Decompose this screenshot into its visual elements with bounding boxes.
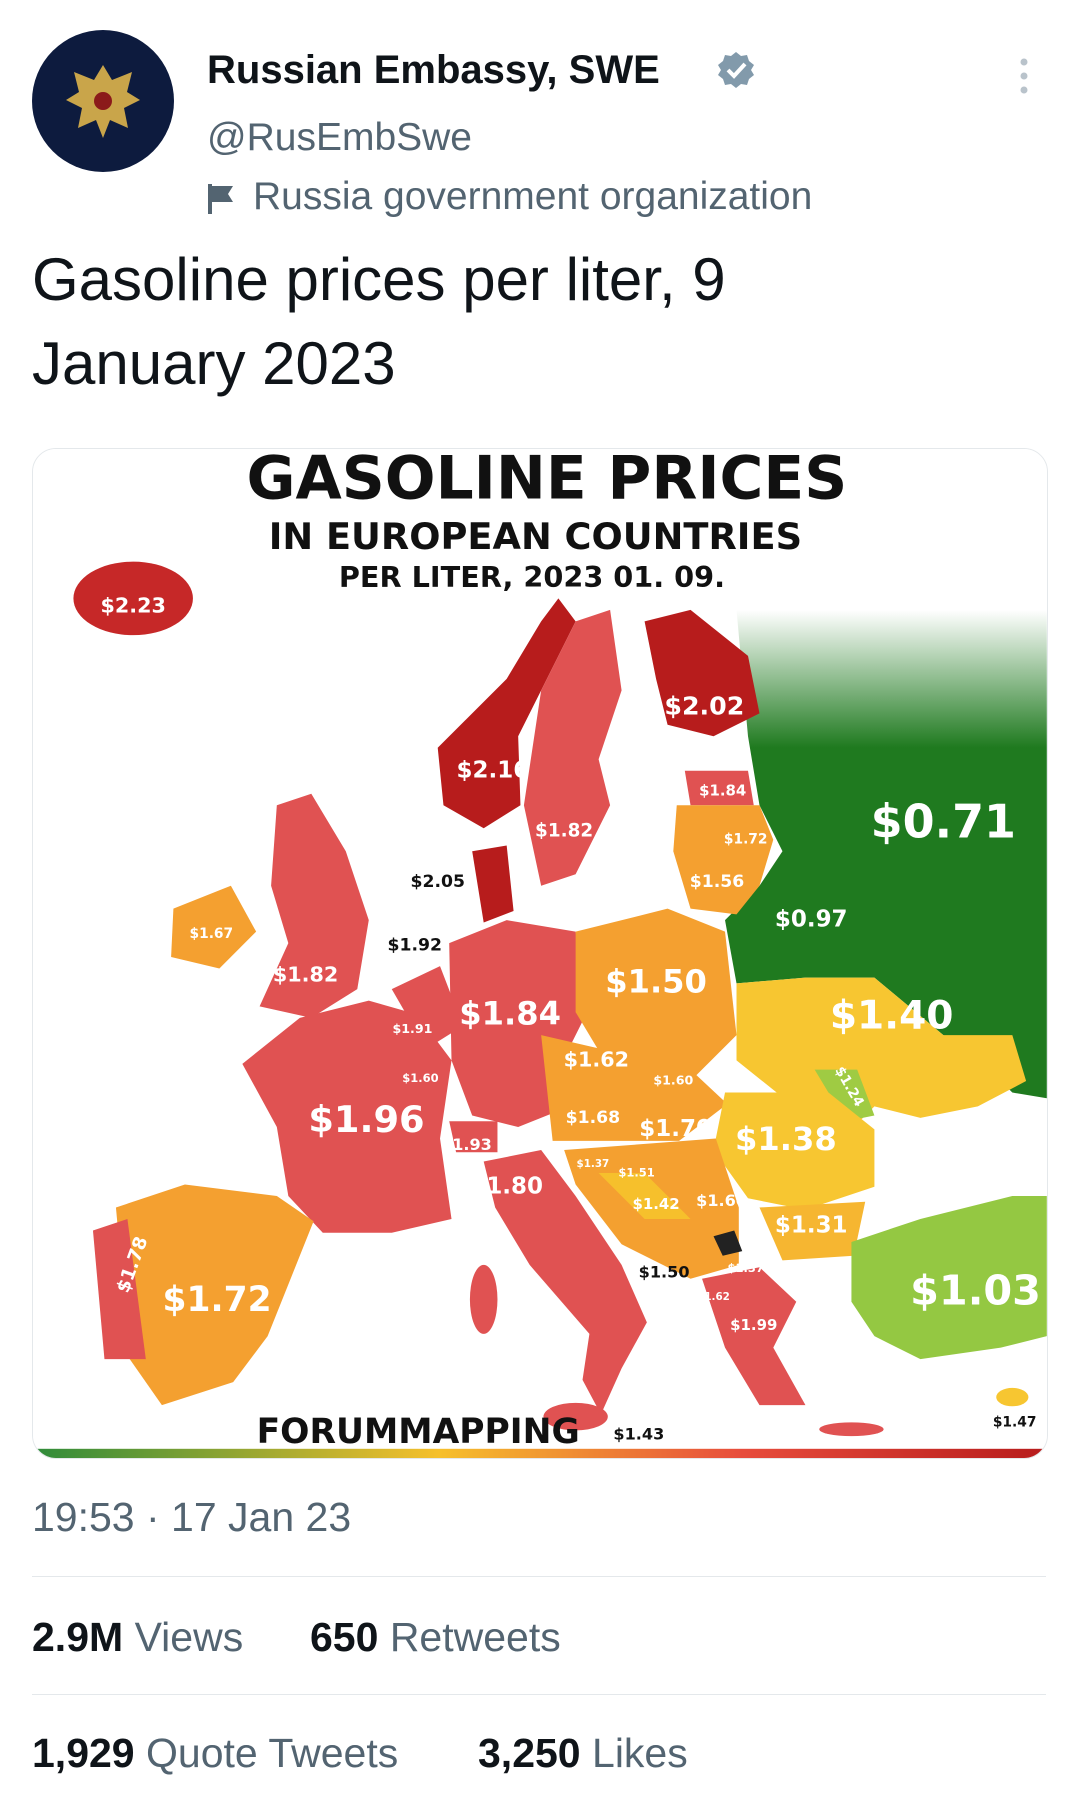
price-label: $1.70	[639, 1116, 712, 1142]
stat-text: 1,929	[32, 1730, 135, 1776]
price-label: $1.92	[388, 935, 442, 955]
price-label: $1.37	[577, 1158, 610, 1170]
account-handle[interactable]: @RusEmbSwe	[207, 116, 473, 159]
account-name[interactable]: Russian Embassy, SWE	[207, 48, 660, 92]
price-label: $1.96	[308, 1098, 424, 1141]
price-label: $1.37	[728, 1261, 764, 1275]
price-label: $1.50	[639, 1262, 690, 1281]
divider	[32, 1694, 1046, 1695]
price-label: $1.72	[724, 832, 768, 848]
price-label: $2.23	[100, 593, 165, 617]
price-label: $1.62	[697, 1291, 730, 1303]
tweet-time: 19:53 · 17 Jan 23	[32, 1494, 352, 1540]
price-label: $1.91	[392, 1021, 432, 1036]
price-label: $1.60	[402, 1071, 438, 1085]
verified-badge	[718, 52, 754, 88]
price-label: $1.68	[566, 1108, 620, 1128]
price-label: $1.80	[470, 1173, 543, 1199]
price-label: $1.50	[605, 962, 707, 1000]
quotes-stat[interactable]: 1,929 Quote Tweets	[32, 1730, 398, 1777]
price-label: $1.47	[993, 1414, 1037, 1430]
likes-stat[interactable]: 3,250 Likes	[478, 1730, 688, 1777]
divider	[32, 1576, 1046, 1577]
price-label: $1.03	[910, 1267, 1041, 1315]
map-subtitle: IN EUROPEAN COUNTRIES	[269, 515, 802, 558]
price-label: $1.56	[690, 872, 744, 892]
flag-icon	[208, 184, 233, 214]
price-label: $1.62	[564, 1047, 629, 1071]
price-label: $2.02	[664, 692, 744, 721]
price-label: $1.99	[730, 1316, 777, 1334]
price-label: $1.84	[459, 995, 561, 1033]
stat-text: Retweets	[389, 1614, 561, 1660]
map-source: FORUMMAPPING	[257, 1412, 580, 1452]
stat-text: 3,250	[478, 1730, 581, 1776]
price-label: $1.60	[696, 1191, 747, 1210]
retweets-stat[interactable]: 650 Retweets	[310, 1614, 561, 1661]
stat-text: 2.9M	[32, 1614, 124, 1660]
price-label: $0.71	[871, 794, 1016, 848]
price-label: $1.67	[190, 926, 234, 942]
price-label: $1.43	[613, 1425, 664, 1444]
stat-text: Quote Tweets	[146, 1730, 399, 1776]
map-title: GASOLINE PRICES	[247, 449, 848, 513]
price-label: $1.38	[735, 1120, 837, 1158]
price-label: $1.40	[830, 993, 954, 1038]
price-label: $2.16	[457, 757, 530, 783]
price-label: $1.84	[699, 781, 746, 799]
price-label: $1.31	[775, 1212, 848, 1238]
price-label: $1.93	[441, 1135, 492, 1154]
stat-text: Views	[134, 1614, 244, 1660]
map-date: PER LITER, 2023 01. 09.	[339, 560, 725, 594]
stat-text: 650	[310, 1614, 379, 1660]
account-label: Russia government organization	[253, 175, 813, 218]
price-label: $1.42	[632, 1195, 679, 1213]
price-label: $0.97	[775, 907, 848, 933]
views-stat: 2.9M Views	[32, 1614, 243, 1661]
price-label: $1.82	[535, 821, 593, 842]
stat-text: Likes	[592, 1730, 688, 1776]
tweet-image[interactable]: GASOLINE PRICES IN EUROPEAN COUNTRIES PE…	[32, 448, 1048, 1459]
price-label: $1.72	[163, 1280, 272, 1320]
more-menu[interactable]	[1016, 56, 1032, 96]
map: GASOLINE PRICES IN EUROPEAN COUNTRIES PE…	[33, 449, 1047, 1458]
avatar[interactable]	[32, 30, 174, 172]
price-label: $1.82	[273, 962, 338, 986]
price-label: $1.51	[618, 1165, 654, 1179]
tweet-text: Gasoline prices per liter, 9 January 202…	[32, 246, 726, 397]
price-label: $2.05	[410, 872, 464, 892]
price-label: $1.60	[653, 1073, 693, 1088]
